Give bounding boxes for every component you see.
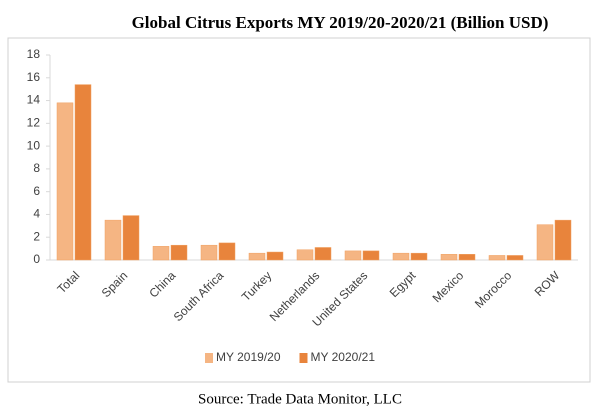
y-tick-label: 10 <box>27 138 41 152</box>
y-tick-label: 8 <box>33 161 40 175</box>
bar <box>74 84 92 261</box>
bar <box>488 255 506 261</box>
source: Source: Trade Data Monitor, LLC <box>198 391 402 407</box>
bar <box>392 252 410 261</box>
legend-label: MY 2019/20 <box>216 350 281 364</box>
bar <box>344 250 362 261</box>
legend-swatch <box>205 353 213 363</box>
x-tick-label: Turkey <box>239 268 275 304</box>
bar <box>458 254 476 261</box>
x-tick-label: Egypt <box>387 268 419 300</box>
chart-title: Global Citrus Exports MY 2019/20-2020/21… <box>132 13 549 32</box>
y-tick-label: 6 <box>33 184 40 198</box>
bar <box>152 246 170 261</box>
x-tick-label: Mexico <box>430 268 467 305</box>
bar <box>362 250 380 261</box>
bar <box>218 242 236 261</box>
y-tick-label: 4 <box>33 207 40 221</box>
bar <box>554 219 572 261</box>
x-tick-label: South Africa <box>171 268 227 324</box>
bar <box>536 224 554 261</box>
legend-swatch <box>299 353 308 363</box>
bar <box>314 247 332 261</box>
x-tick-label: China <box>146 268 178 300</box>
y-tick-label: 2 <box>33 229 40 243</box>
bar <box>200 244 218 261</box>
y-tick-label: 14 <box>27 93 41 107</box>
bar <box>506 255 524 261</box>
bar <box>248 252 266 261</box>
y-tick-label: 12 <box>27 116 41 130</box>
x-tick-label: Spain <box>99 268 131 300</box>
x-tick-label: Total <box>55 268 83 296</box>
y-tick-label: 0 <box>33 252 40 266</box>
bar <box>266 251 284 261</box>
bar <box>122 215 140 261</box>
bar <box>296 249 314 261</box>
bar <box>104 219 122 261</box>
y-tick-label: 18 <box>27 47 41 61</box>
x-tick-label: Morocco <box>472 268 515 311</box>
bar <box>440 254 458 261</box>
bar <box>170 244 188 261</box>
bar <box>410 252 428 261</box>
y-tick-label: 16 <box>27 70 41 84</box>
chart-border <box>7 37 591 383</box>
x-tick-label: ROW <box>532 268 563 299</box>
bar <box>56 102 74 261</box>
legend-label: MY 2020/21 <box>311 350 376 364</box>
